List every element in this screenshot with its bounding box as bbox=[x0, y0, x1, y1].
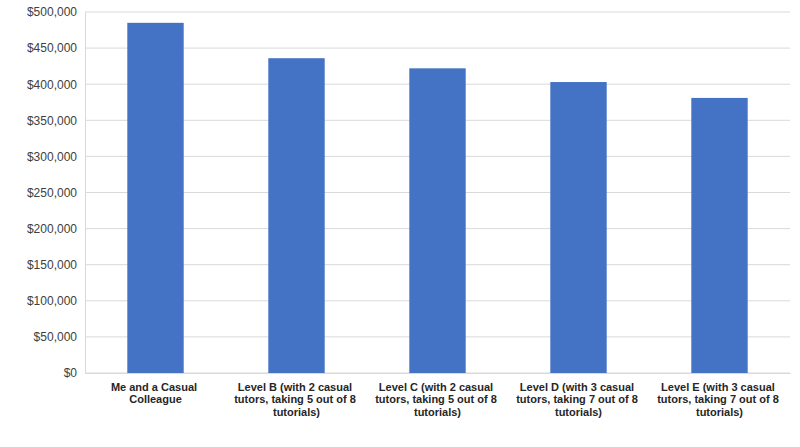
grid bbox=[85, 12, 790, 373]
y-tick-label: $350,000 bbox=[27, 114, 77, 128]
x-tick: Level B (with 2 casual tutors, taking 5 … bbox=[234, 373, 359, 418]
x-tick-label: Level C (with 2 casual tutors, taking 5 … bbox=[375, 381, 500, 418]
y-tick-label: $50,000 bbox=[34, 330, 78, 344]
x-tick: Level C (with 2 casual tutors, taking 5 … bbox=[375, 373, 500, 418]
bars bbox=[127, 23, 747, 373]
x-tick-label-line: Level E (with 3 casual bbox=[661, 381, 778, 393]
x-tick-label-line: Level D (with 3 casual bbox=[520, 381, 637, 393]
x-axis: Me and a Casual Colleague Level B (with 2… bbox=[86, 373, 791, 418]
y-axis-line bbox=[85, 13, 86, 374]
x-tick-label-line: tutorials) bbox=[555, 406, 602, 418]
x-tick-label: Me and a Casual Colleague bbox=[111, 381, 200, 406]
x-tick-label: Level D (with 3 casual tutors, taking 7 … bbox=[516, 381, 641, 418]
x-tick-label-line: tutors, taking 7 out of 8 bbox=[516, 393, 641, 405]
y-tick-label: $450,000 bbox=[27, 41, 77, 55]
chart: $0 $50,000 $100,000 $150,000 $200,000 $250,00… bbox=[0, 0, 800, 447]
y-tick-label: $100,000 bbox=[27, 294, 77, 308]
y-tick-label: $0 bbox=[64, 366, 78, 380]
y-axis: $0 $50,000 $100,000 $150,000 $200,000 $250,00… bbox=[27, 5, 86, 380]
bar bbox=[691, 98, 747, 373]
y-tick: $500,000 bbox=[27, 5, 85, 19]
y-tick: $250,000 bbox=[27, 186, 85, 200]
y-tick: $400,000 bbox=[27, 78, 85, 92]
y-tick-label: $150,000 bbox=[27, 258, 77, 272]
y-tick: $150,000 bbox=[27, 258, 85, 272]
x-tick-label-line: tutorials) bbox=[273, 406, 320, 418]
x-tick: Level D (with 3 casual tutors, taking 7 … bbox=[516, 373, 641, 418]
x-tick-label-line: tutors, taking 5 out of 8 bbox=[375, 393, 500, 405]
x-tick: Me and a Casual Colleague bbox=[111, 373, 200, 405]
plot: $0 $50,000 $100,000 $150,000 $200,000 $250,00… bbox=[27, 5, 791, 418]
x-tick-label-line: tutorials) bbox=[696, 406, 743, 418]
x-tick-label: Level E (with 3 casual tutors, taking 7 … bbox=[657, 381, 782, 418]
y-tick: $450,000 bbox=[27, 41, 85, 55]
x-tick-label-line: Colleague bbox=[129, 393, 182, 405]
grid-line bbox=[85, 48, 790, 49]
x-tick-label: Level B (with 2 casual tutors, taking 5 … bbox=[234, 381, 359, 418]
y-tick: $350,000 bbox=[27, 114, 85, 128]
x-tick-label-line: tutors, taking 7 out of 8 bbox=[657, 393, 782, 405]
y-tick-label: $250,000 bbox=[27, 186, 77, 200]
bar bbox=[127, 23, 183, 373]
grid-line bbox=[85, 12, 790, 13]
bar bbox=[268, 58, 324, 373]
x-tick: Level E (with 3 casual tutors, taking 7 … bbox=[657, 373, 782, 418]
y-tick-label: $200,000 bbox=[27, 222, 77, 236]
x-tick-label-line: Level B (with 2 casual bbox=[238, 381, 355, 393]
y-tick: $100,000 bbox=[27, 294, 85, 308]
x-tick-label-line: Level C (with 2 casual bbox=[379, 381, 496, 393]
y-tick: $50,000 bbox=[34, 330, 85, 344]
x-axis-line bbox=[86, 373, 791, 374]
y-tick: $200,000 bbox=[27, 222, 85, 236]
y-tick-label: $500,000 bbox=[27, 5, 77, 19]
y-tick: $300,000 bbox=[27, 150, 85, 164]
x-tick-label-line: tutors, taking 5 out of 8 bbox=[234, 393, 359, 405]
y-tick: $0 bbox=[64, 366, 85, 380]
bar bbox=[550, 82, 606, 373]
x-tick-label-line: Me and a Casual bbox=[111, 381, 200, 393]
y-tick-label: $300,000 bbox=[27, 150, 77, 164]
bar bbox=[409, 68, 465, 373]
x-tick-label-line: tutorials) bbox=[414, 406, 461, 418]
y-tick-label: $400,000 bbox=[27, 78, 77, 92]
